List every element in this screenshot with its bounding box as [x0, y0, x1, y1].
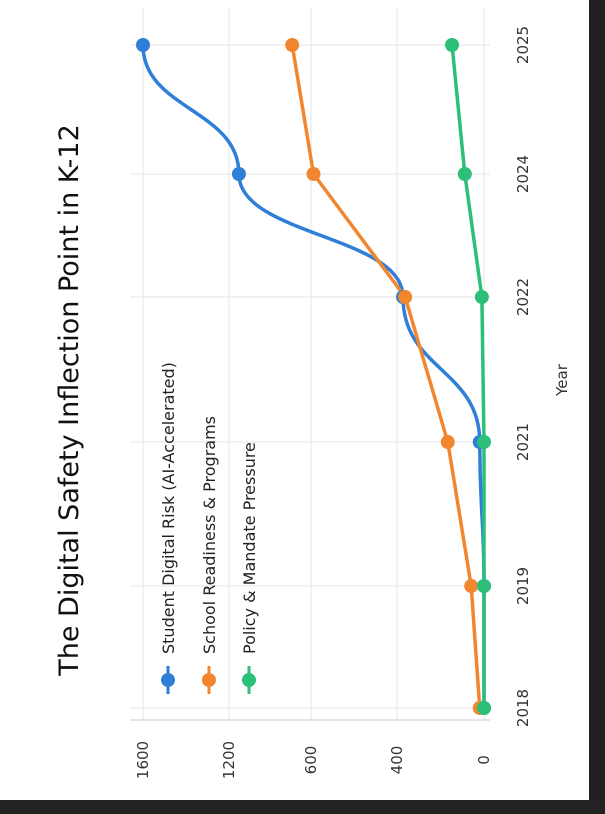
series-1-point-5 — [285, 38, 300, 52]
x-tick-label-4: 2024 — [514, 155, 532, 193]
y-tick-label-0: 0 — [475, 755, 493, 765]
series-line-1 — [290, 43, 482, 710]
y-tick-label-3: 1200 — [220, 741, 238, 779]
series-1-point-4 — [306, 167, 321, 181]
window-edge — [589, 0, 605, 814]
x-tick-label-2: 2021 — [514, 423, 532, 461]
series-0-point-4 — [231, 167, 246, 181]
x-axis-title: Year — [553, 363, 571, 397]
window-bottom-edge — [0, 800, 605, 814]
series-2-point-4 — [457, 167, 472, 181]
series-2-point-0 — [477, 701, 491, 715]
series-line-2 — [450, 43, 486, 710]
series-2-point-1 — [477, 579, 491, 593]
y-tick-label-1: 400 — [388, 746, 406, 775]
series-line-0 — [141, 43, 486, 710]
plot-area: 0 400 600 1200 1600 2018 2019 2021 2022 2024 2025 Y… — [54, 8, 571, 779]
legend-label-2: Policy & Mandate Pressure — [240, 442, 259, 654]
y-tick-label-4: 1600 — [134, 741, 152, 779]
x-tick-label-5: 2025 — [514, 26, 532, 64]
chart-title: The Digital Safety Inflection Point in K… — [54, 124, 85, 677]
legend-label-0: Student Digital Risk (AI-Accelerated) — [159, 362, 178, 654]
legend-label-1: School Readiness & Programs — [200, 416, 219, 654]
chart-card — [0, 0, 589, 800]
legend-marker-0 — [161, 673, 175, 687]
series-1-point-2 — [440, 435, 455, 449]
series-2-point-5 — [445, 38, 460, 52]
x-tick-label-3: 2022 — [514, 278, 532, 316]
series-2-point-2 — [477, 435, 491, 449]
legend-marker-2 — [242, 673, 256, 687]
x-tick-label-0: 2018 — [514, 689, 532, 727]
legend-marker-1 — [202, 673, 216, 687]
series-1-point-1 — [464, 579, 479, 593]
series-0-point-5 — [136, 38, 150, 52]
x-tick-label-1: 2019 — [514, 567, 532, 605]
series-1-point-3 — [398, 290, 413, 304]
series-2-point-3 — [474, 290, 489, 304]
y-tick-label-2: 600 — [302, 746, 320, 775]
